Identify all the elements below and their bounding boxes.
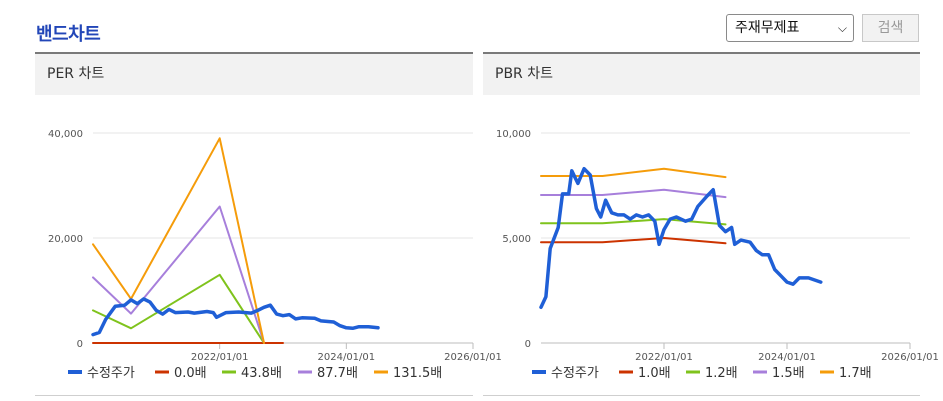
legend-label: 87.7배 <box>317 366 358 381</box>
pbr-chart-panel: PBR 차트 <box>483 52 920 396</box>
per-chart-panel: PER 차트 <box>35 52 473 396</box>
legend-label: 1.7배 <box>839 366 872 381</box>
x-tick-label: 2022/01/01 <box>191 352 249 363</box>
series-line-1 <box>540 237 727 245</box>
x-tick-label: 2026/01/01 <box>444 352 502 363</box>
statement-type-select[interactable]: 주재무제표 ⌵ <box>726 14 854 42</box>
x-tick-label: 2024/01/01 <box>758 352 816 363</box>
series-line-3 <box>92 205 265 344</box>
x-tick-label: 2026/01/01 <box>881 352 939 363</box>
y-tick-label: 0 <box>525 339 531 350</box>
statement-type-value: 주재무제표 <box>735 20 800 36</box>
search-button[interactable]: 검색 <box>862 14 919 42</box>
page-title: 밴드차트 <box>36 24 101 45</box>
x-tick-label: 2022/01/01 <box>635 352 693 363</box>
legend-label: 131.5배 <box>393 366 442 381</box>
legend-label: 1.2배 <box>705 366 738 381</box>
legend-label: 0.0배 <box>174 366 207 381</box>
series-line-3 <box>540 188 727 199</box>
legend-label: 1.5배 <box>772 366 805 381</box>
legend-label: 수정주가 <box>87 366 135 381</box>
chevron-down-icon: ⌵ <box>837 21 847 35</box>
y-tick-label: 0 <box>77 339 83 350</box>
series-line-0 <box>539 166 823 310</box>
x-tick-label: 2024/01/01 <box>318 352 376 363</box>
series-line-2 <box>92 273 265 344</box>
y-tick-label: 10,000 <box>496 129 531 140</box>
y-tick-label: 5,000 <box>502 234 531 245</box>
pbr-chart-header: PBR 차트 <box>483 54 920 95</box>
y-tick-label: 20,000 <box>48 234 83 245</box>
y-tick-label: 40,000 <box>48 129 83 140</box>
series-line-2 <box>540 218 727 226</box>
series-line-4 <box>540 167 727 179</box>
series-line-4 <box>92 137 265 344</box>
legend-label: 1.0배 <box>638 366 671 381</box>
series-line-0 <box>91 297 380 337</box>
legend-label: 43.8배 <box>241 366 282 381</box>
legend-label: 수정주가 <box>551 366 599 381</box>
per-chart-header: PER 차트 <box>35 54 473 95</box>
